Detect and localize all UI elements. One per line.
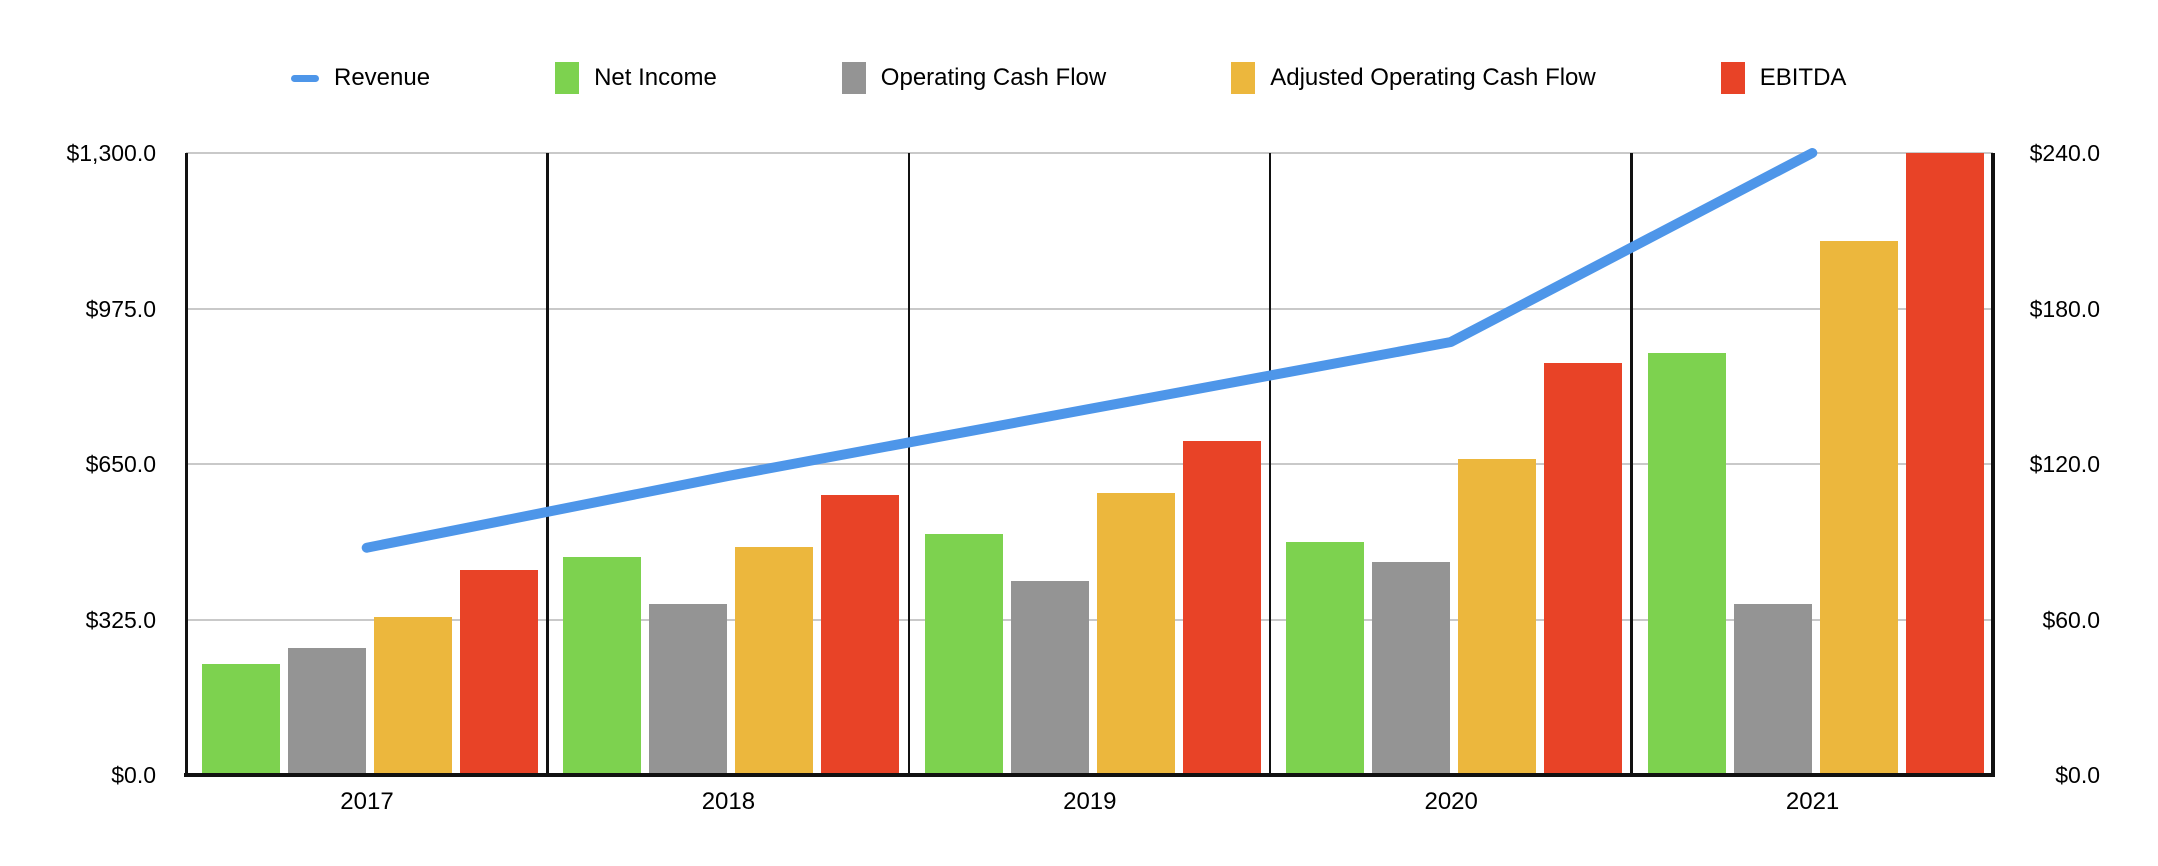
- right-axis-line: [1991, 153, 1995, 775]
- bar-ebitda-2018: [821, 495, 900, 775]
- legend-item-operating-cash-flow: Operating Cash Flow: [841, 62, 1107, 94]
- tick-label: $240.0: [2029, 140, 2100, 166]
- gridline: [186, 618, 1993, 621]
- bar-ebitda-2020: [1544, 362, 1623, 775]
- bar-adjusted-operating-cash-flow-2018: [735, 546, 814, 775]
- category-separator: [546, 153, 549, 775]
- x-axis-label-2017: 2017: [340, 788, 394, 815]
- tick-label: $0.0: [111, 762, 156, 788]
- legend-item-revenue: Revenue: [291, 62, 430, 94]
- gridline: [186, 463, 1993, 465]
- adjusted-operating-cash-flow-swatch-icon: [1231, 62, 1256, 94]
- revenue-line: [361, 148, 1818, 553]
- x-axis-label-2018: 2018: [701, 788, 756, 815]
- legend-label: Adjusted Operating Cash Flow: [1270, 64, 1596, 91]
- bar-ebitda-2021: [1905, 153, 1984, 775]
- legend-label: Revenue: [334, 64, 431, 91]
- bar-adjusted-operating-cash-flow-2021: [1819, 241, 1898, 775]
- bar-operating-cash-flow-2019: [1010, 580, 1089, 775]
- x-axis-label-2019: 2019: [1063, 788, 1117, 815]
- legend-item-ebitda: EBITDA: [1720, 62, 1847, 94]
- tick-label: $650.0: [85, 451, 156, 477]
- bar-operating-cash-flow-2021: [1733, 603, 1812, 775]
- legend-label: Net Income: [594, 64, 717, 91]
- bar-operating-cash-flow-2020: [1372, 562, 1451, 775]
- bar-net-income-2019: [924, 533, 1003, 775]
- tick-label: $1,300.0: [66, 140, 156, 166]
- bar-adjusted-operating-cash-flow-2019: [1096, 492, 1175, 775]
- category-separator: [1630, 153, 1633, 775]
- legend-label: EBITDA: [1759, 64, 1847, 91]
- net-income-swatch-icon: [555, 62, 580, 94]
- legend-label: Operating Cash Flow: [880, 64, 1107, 91]
- tick-label: $0.0: [2055, 762, 2100, 788]
- plot-area: [184, 148, 1995, 777]
- bar-adjusted-operating-cash-flow-2020: [1458, 458, 1537, 775]
- tick-label: $60.0: [2042, 606, 2100, 633]
- revenue-swatch-icon: [291, 74, 319, 82]
- legend-item-net-income: Net Income: [555, 62, 717, 94]
- left-axis-line: [184, 153, 188, 775]
- gridline: [186, 152, 1993, 154]
- bar-adjusted-operating-cash-flow-2017: [374, 616, 452, 775]
- bar-ebitda-2017: [460, 570, 538, 775]
- tick-label: $180.0: [2029, 295, 2100, 322]
- tick-label: $975.0: [85, 295, 156, 322]
- bar-operating-cash-flow-2018: [649, 603, 728, 775]
- legend-item-adjusted-operating-cash-flow: Adjusted Operating Cash Flow: [1231, 62, 1596, 94]
- ebitda-swatch-icon: [1720, 62, 1745, 94]
- bar-net-income-2018: [563, 557, 642, 775]
- tick-label: $120.0: [2029, 451, 2100, 477]
- category-separator: [1268, 153, 1272, 775]
- bar-net-income-2017: [202, 663, 280, 775]
- bar-net-income-2020: [1286, 541, 1365, 775]
- category-separator: [907, 153, 911, 775]
- operating-cash-flow-swatch-icon: [841, 62, 866, 94]
- bar-ebitda-2019: [1182, 440, 1261, 775]
- bar-operating-cash-flow-2017: [288, 648, 366, 775]
- gridline: [186, 307, 1993, 310]
- bar-net-income-2021: [1647, 352, 1726, 775]
- chart-legend: Revenue Net Income Operating Cash Flow Adju…: [291, 62, 1846, 94]
- line-series-overlay: [361, 148, 1818, 553]
- x-axis-label-2020: 2020: [1424, 788, 1478, 815]
- x-axis-label-2021: 2021: [1785, 788, 1840, 815]
- tick-label: $325.0: [85, 606, 156, 633]
- x-axis-line: [184, 773, 1995, 777]
